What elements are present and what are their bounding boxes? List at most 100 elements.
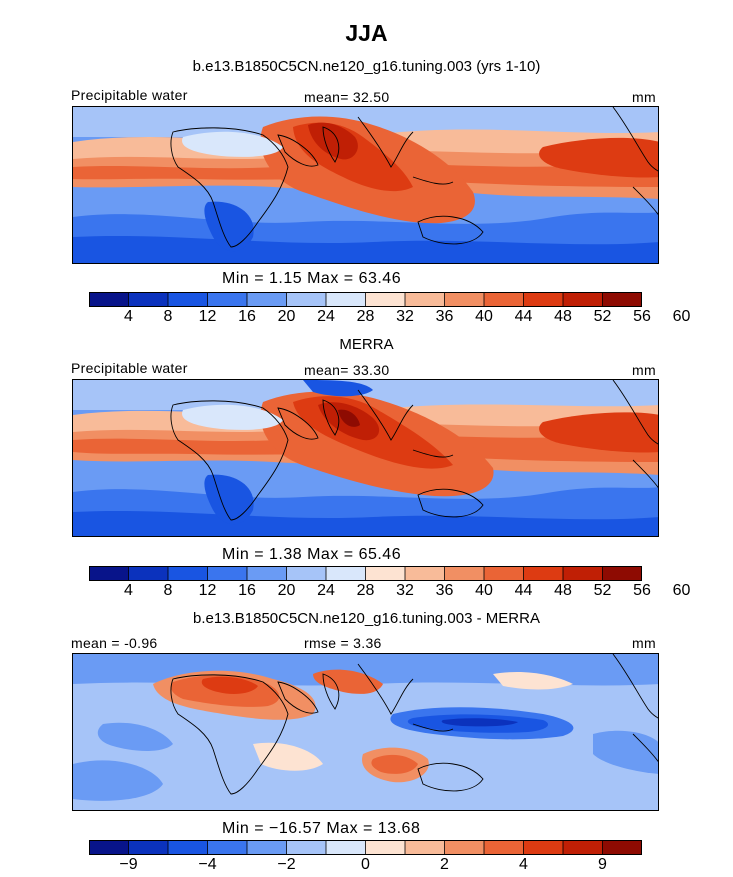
colorbar-swatch bbox=[484, 566, 524, 581]
colorbar-tick-label: 40 bbox=[475, 582, 493, 599]
colorbar-swatch bbox=[89, 292, 129, 307]
panel-3-minmax: Min = −16.57 Max = 13.68 bbox=[222, 820, 421, 837]
colorbar-swatch bbox=[365, 292, 406, 307]
colorbar-tick-label: 0 bbox=[361, 856, 370, 873]
panel-1-colorbar bbox=[89, 292, 642, 307]
colorbar-tick-label: 4 bbox=[124, 308, 133, 325]
colorbar-swatch bbox=[326, 840, 366, 855]
colorbar-tick-label: 40 bbox=[475, 308, 493, 325]
colorbar-tick-label: 56 bbox=[633, 582, 651, 599]
colorbar-swatch bbox=[168, 292, 208, 307]
panel-2-units: mm bbox=[632, 362, 656, 378]
colorbar-tick-label: 52 bbox=[593, 308, 612, 325]
colorbar-tick-label: 16 bbox=[238, 582, 256, 599]
colorbar-swatch bbox=[286, 840, 327, 855]
colorbar-swatch bbox=[405, 840, 445, 855]
panel-3-mean-label: mean = -0.96 bbox=[71, 635, 158, 651]
colorbar-swatch bbox=[168, 840, 208, 855]
panel-2-map bbox=[72, 379, 659, 537]
colorbar-tick-label: 52 bbox=[593, 582, 612, 599]
colorbar-swatch bbox=[484, 292, 524, 307]
colorbar-swatch bbox=[286, 566, 327, 581]
colorbar-tick-label: 60 bbox=[672, 308, 691, 325]
colorbar-swatch bbox=[286, 292, 327, 307]
colorbar-tick-label: 4 bbox=[124, 582, 133, 599]
colorbar-tick-label: 9 bbox=[598, 856, 607, 873]
panel-3-units: mm bbox=[632, 635, 656, 651]
main-title: JJA bbox=[345, 20, 388, 46]
colorbar-tick-label: 28 bbox=[356, 308, 375, 325]
colorbar-tick-label: 56 bbox=[633, 308, 651, 325]
colorbar-swatch bbox=[444, 292, 485, 307]
colorbar-swatch bbox=[484, 840, 524, 855]
colorbar-swatch bbox=[247, 840, 287, 855]
colorbar-swatch bbox=[444, 566, 485, 581]
panel-3-colorbar-swatches bbox=[89, 840, 642, 855]
panel-2-colorbar bbox=[89, 566, 642, 581]
panel-1-variable-label: Precipitable water bbox=[71, 87, 188, 103]
colorbar-swatch bbox=[128, 292, 169, 307]
panel-2-mean-label: mean= 33.30 bbox=[304, 362, 390, 378]
panel-1-colorbar-swatches bbox=[89, 292, 642, 307]
colorbar-tick-label: 24 bbox=[317, 582, 335, 599]
colorbar-tick-label: 28 bbox=[356, 582, 375, 599]
panel-2-title: MERRA bbox=[339, 336, 394, 353]
colorbar-tick-label: 60 bbox=[672, 582, 691, 599]
colorbar-tick-label: 12 bbox=[198, 582, 217, 599]
colorbar-swatch bbox=[523, 840, 564, 855]
colorbar-tick-label: 32 bbox=[396, 582, 414, 599]
colorbar-swatch bbox=[247, 292, 287, 307]
colorbar-swatch bbox=[365, 566, 406, 581]
colorbar-swatch bbox=[444, 840, 485, 855]
colorbar-tick-label: 20 bbox=[277, 308, 296, 325]
panel-3-map bbox=[72, 653, 659, 811]
colorbar-tick-label: 2 bbox=[440, 856, 449, 873]
colorbar-tick-label: 44 bbox=[514, 308, 533, 325]
panel-1-title: b.e13.B1850C5CN.ne120_g16.tuning.003 (yr… bbox=[192, 58, 541, 75]
colorbar-tick-label: 44 bbox=[514, 582, 533, 599]
colorbar-swatch bbox=[523, 292, 564, 307]
colorbar-tick-label: −4 bbox=[198, 856, 217, 873]
colorbar-swatch bbox=[89, 840, 129, 855]
colorbar-swatch bbox=[247, 566, 287, 581]
colorbar-tick-label: 32 bbox=[396, 308, 414, 325]
colorbar-tick-label: 8 bbox=[163, 582, 173, 599]
panel-3-title: b.e13.B1850C5CN.ne120_g16.tuning.003 - M… bbox=[193, 610, 540, 627]
colorbar-tick-label: −9 bbox=[119, 856, 138, 873]
colorbar-swatch bbox=[405, 292, 445, 307]
colorbar-tick-label: 16 bbox=[238, 308, 256, 325]
colorbar-swatch bbox=[365, 840, 406, 855]
panel-3-rmse-label: rmse = 3.36 bbox=[304, 635, 382, 651]
colorbar-swatch bbox=[602, 292, 642, 307]
colorbar-swatch bbox=[523, 566, 564, 581]
panel-1-map bbox=[72, 106, 659, 264]
colorbar-swatch bbox=[563, 840, 603, 855]
colorbar-swatch bbox=[326, 292, 366, 307]
colorbar-tick-label: 36 bbox=[435, 308, 454, 325]
colorbar-swatch bbox=[207, 292, 248, 307]
panel-2-variable-label: Precipitable water bbox=[71, 360, 188, 376]
colorbar-swatch bbox=[207, 566, 248, 581]
panel-1-units: mm bbox=[632, 89, 656, 105]
panel-3-colorbar bbox=[89, 840, 642, 855]
colorbar-swatch bbox=[563, 292, 603, 307]
colorbar-swatch bbox=[405, 566, 445, 581]
panel-1-mean-label: mean= 32.50 bbox=[304, 89, 390, 105]
colorbar-tick-label: 4 bbox=[519, 856, 528, 873]
colorbar-tick-label: 48 bbox=[554, 308, 572, 325]
colorbar-tick-label: −2 bbox=[277, 856, 296, 873]
colorbar-tick-label: 48 bbox=[554, 582, 572, 599]
panel-1-minmax: Min = 1.15 Max = 63.46 bbox=[222, 270, 402, 287]
colorbar-swatch bbox=[168, 566, 208, 581]
colorbar-swatch bbox=[326, 566, 366, 581]
colorbar-swatch bbox=[207, 840, 248, 855]
colorbar-swatch bbox=[89, 566, 129, 581]
colorbar-tick-label: 36 bbox=[435, 582, 454, 599]
panel-2-minmax: Min = 1.38 Max = 65.46 bbox=[222, 546, 402, 563]
colorbar-swatch bbox=[128, 840, 169, 855]
colorbar-tick-label: 12 bbox=[198, 308, 217, 325]
colorbar-swatch bbox=[128, 566, 169, 581]
colorbar-tick-label: 24 bbox=[317, 308, 335, 325]
panel-2-colorbar-swatches bbox=[89, 566, 642, 581]
colorbar-tick-label: 8 bbox=[163, 308, 173, 325]
